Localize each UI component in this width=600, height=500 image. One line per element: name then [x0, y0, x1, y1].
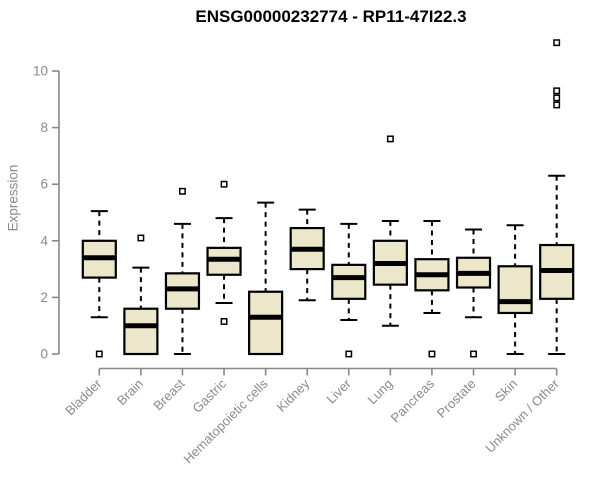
outlier-point [553, 39, 561, 47]
box-lung [372, 135, 408, 327]
outlier-point [386, 135, 394, 143]
y-tick-label: 2 [40, 290, 48, 305]
y-axis: 0 2 4 6 8 10 [33, 64, 60, 362]
box-kidney [289, 208, 325, 302]
box-prostate [455, 228, 492, 358]
x-tick-label-lung: Lung [364, 376, 395, 407]
x-tick-label-kidney: Kidney [274, 376, 313, 415]
box-hematopoietic-cells [248, 201, 284, 356]
outlier-point [179, 187, 186, 195]
outlier-point [220, 318, 228, 325]
x-tick-label-breast: Breast [150, 376, 187, 413]
x-tick-label-gastric: Gastric [189, 376, 229, 416]
x-tick-label-skin: Skin [492, 376, 520, 404]
iqr-box [331, 263, 367, 300]
iqr-box [497, 265, 533, 315]
y-tick-label: 8 [40, 120, 48, 135]
box-liver [331, 222, 367, 358]
x-tick-label-bladder: Bladder [62, 376, 105, 419]
outlier-point [428, 350, 436, 358]
iqr-box [123, 307, 159, 356]
y-tick-label: 10 [33, 64, 48, 79]
x-tick-label-liver: Liver [323, 376, 354, 407]
outlier-point [553, 94, 561, 102]
box-breast [164, 187, 201, 355]
chart-title: ENSG00000232774 - RP11-47I22.3 [195, 7, 467, 26]
outlier-point [137, 234, 145, 242]
outlier-point [345, 350, 353, 358]
box-unknown-other [539, 39, 575, 355]
outlier-point [553, 101, 561, 109]
y-tick-label: 0 [40, 347, 48, 362]
y-tick-label: 4 [40, 233, 48, 248]
x-tick-label-brain: Brain [114, 376, 146, 408]
outlier-point [95, 350, 103, 358]
x-tick-label-prostate: Prostate [434, 376, 479, 421]
outlier-point [470, 350, 477, 358]
box-skin [497, 224, 533, 355]
y-tick-label: 6 [40, 177, 48, 192]
box-pancreas [414, 219, 450, 358]
outlier-point [553, 87, 561, 95]
outlier-point [220, 180, 228, 188]
box-bladder [81, 210, 117, 358]
box-brain [123, 234, 159, 356]
box-gastric [206, 180, 242, 325]
iqr-box [248, 290, 284, 356]
x-tick-label-pancreas: Pancreas [388, 376, 438, 426]
x-tick-label-unknown-other: Unknown / Other [482, 376, 562, 456]
